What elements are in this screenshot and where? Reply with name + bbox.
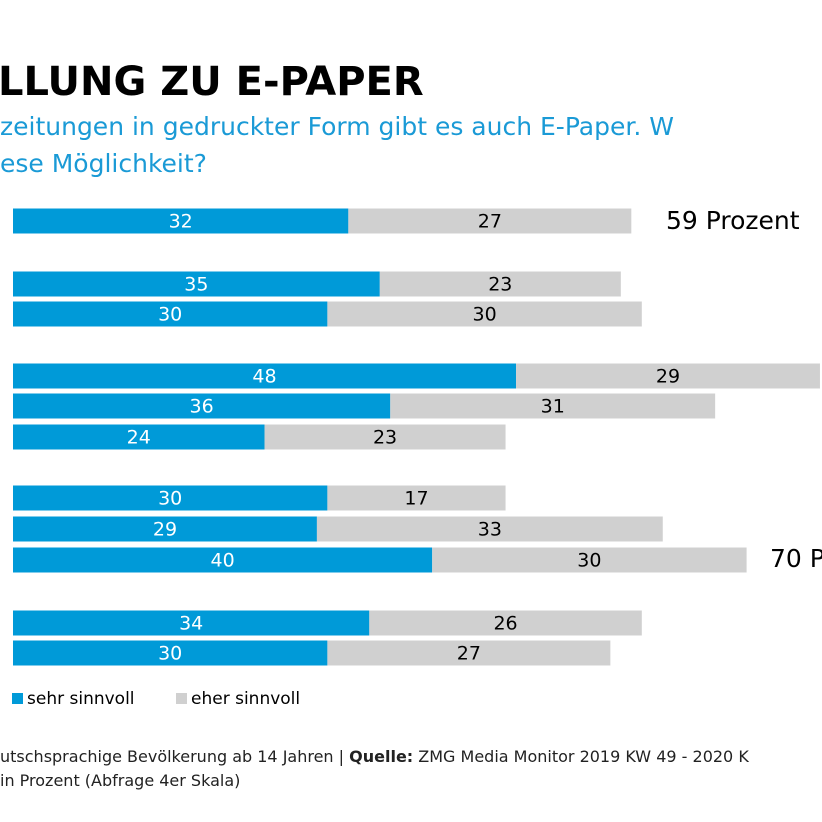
value-label: 35 (184, 274, 208, 296)
value-label: 27 (478, 211, 502, 233)
bar-segment (13, 424, 265, 450)
bar-segment (348, 208, 632, 234)
value-label: 30 (158, 643, 182, 665)
bar-segment (13, 640, 328, 666)
value-label: 23 (488, 274, 512, 296)
footer-part: utschsprachige Bevölkerung ab 14 Jahren … (0, 747, 349, 766)
bar-segment (13, 547, 433, 573)
footer-part: in Prozent (Abfrage 4er Skala) (0, 771, 240, 790)
legend-swatch (12, 693, 23, 704)
bar-segment (264, 424, 506, 450)
annotation: 70 P (770, 544, 822, 573)
value-label: 30 (577, 550, 601, 572)
value-label: 29 (153, 519, 177, 541)
footer-part: Quelle: (349, 747, 413, 766)
value-label: 32 (169, 211, 193, 233)
bar-segment (390, 393, 716, 419)
value-label: 36 (190, 396, 214, 418)
bar-segment (13, 271, 380, 297)
bar-segment (13, 208, 349, 234)
annotation: 59 Prozent (666, 206, 800, 235)
bar-segment (327, 301, 642, 327)
value-label: 17 (404, 488, 428, 510)
bar-segment (13, 393, 391, 419)
value-label: 33 (478, 519, 502, 541)
value-label: 30 (158, 304, 182, 326)
bar-segment (316, 516, 663, 542)
value-label: 30 (473, 304, 497, 326)
bar-segment (13, 301, 328, 327)
value-label: 30 (158, 488, 182, 510)
bar-segment (13, 516, 317, 542)
bar-segment (379, 271, 621, 297)
bar-segment (13, 485, 328, 511)
bar-segment (327, 485, 506, 511)
footer: utschsprachige Bevölkerung ab 14 Jahren … (0, 747, 749, 766)
value-label: 23 (373, 427, 397, 449)
subtitle: ese Möglichkeit? (0, 149, 207, 178)
value-label: 29 (656, 366, 680, 388)
legend-label: sehr sinnvoll (27, 689, 135, 709)
bar-segment (13, 610, 370, 636)
footer-part: ZMG Media Monitor 2019 KW 49 - 2020 K (413, 747, 749, 766)
chart-title: LLUNG ZU E-PAPER (0, 59, 424, 105)
bar-segment (516, 363, 820, 389)
legend-swatch (176, 693, 187, 704)
value-label: 26 (493, 613, 517, 635)
bar-segment (13, 363, 517, 389)
bar-segment (432, 547, 747, 573)
value-label: 48 (252, 366, 276, 388)
value-label: 31 (541, 396, 565, 418)
value-label: 34 (179, 613, 203, 635)
value-label: 27 (457, 643, 481, 665)
value-label: 40 (211, 550, 235, 572)
footer: in Prozent (Abfrage 4er Skala) (0, 771, 240, 790)
legend-label: eher sinnvoll (191, 689, 300, 709)
value-label: 24 (127, 427, 151, 449)
bar-segment (369, 610, 642, 636)
bar-segment (327, 640, 611, 666)
subtitle: zeitungen in gedruckter Form gibt es auc… (0, 112, 674, 141)
